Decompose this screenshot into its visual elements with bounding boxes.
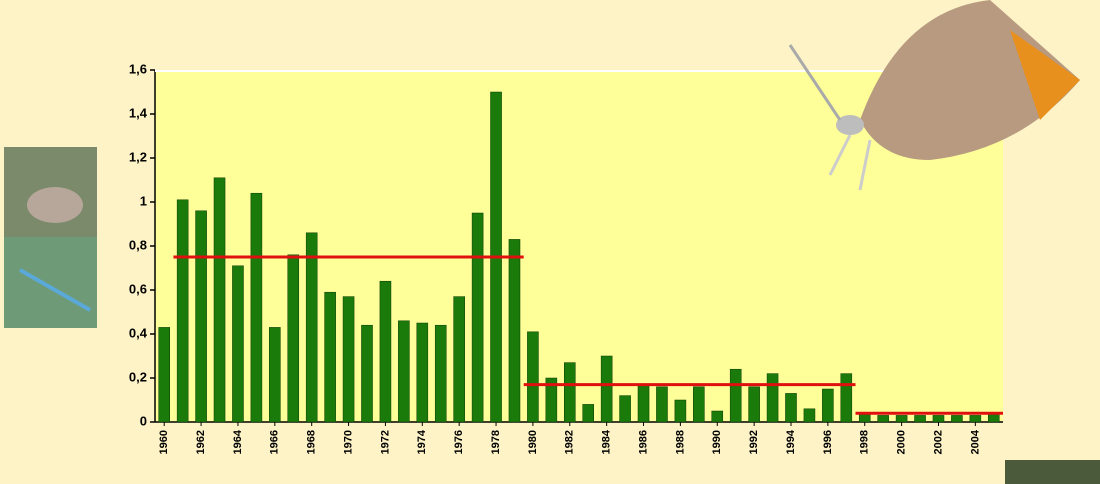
x-tick-label: 1990 [711,430,723,454]
x-tick-label: 2002 [932,430,944,454]
x-tick-label: 1972 [379,430,391,454]
x-tick-label: 1968 [306,430,318,454]
x-tick-label: 1960 [158,430,170,454]
bar [288,255,299,422]
bar [527,332,538,422]
y-tick-label: 0,8 [129,237,147,252]
y-tick-label: 1,6 [129,61,147,76]
photo-damselfly [4,237,97,328]
bar [656,387,667,422]
bar [970,415,981,422]
bar [730,369,741,422]
page: 0 0,2 0,4 0,6 0,8 1 1,2 1,4 1,6 1960 1962 1964 1966 1… [0,0,1100,484]
bar [361,325,372,422]
bar [749,387,760,422]
chart: 0 0,2 0,4 0,6 0,8 1 1,2 1,4 1,6 1960 1962 1964 1966 1… [0,0,1100,484]
bar [159,327,170,422]
x-tick-label: 1996 [822,430,834,454]
bar [472,213,483,422]
bar [325,292,336,422]
bar [712,411,723,422]
bar [638,385,649,422]
photo-wing [27,187,83,223]
bar [196,211,207,422]
x-tick-label: 1970 [342,430,354,454]
y-tick-label: 0,2 [129,369,147,384]
x-tick-label: 1966 [269,430,281,454]
bar [398,321,409,422]
bar [878,415,889,422]
x-tick-label: 1980 [527,430,539,454]
x-tick-label: 1962 [195,430,207,454]
y-tick-label: 1,4 [129,105,148,120]
x-tick-label: 1994 [785,429,797,454]
x-tick-label: 1974 [416,429,428,454]
bar [915,415,926,422]
bar [804,409,815,422]
y-tick-label: 1,2 [129,149,147,164]
x-tick-label: 2004 [969,429,981,454]
bar [177,200,188,422]
bar [675,400,686,422]
x-tick-label: 1992 [748,430,760,454]
bar [343,297,354,422]
bar [269,327,280,422]
bar [306,233,317,422]
bar [896,415,907,422]
bar [564,363,575,422]
bar [841,374,852,422]
y-tick-label: 1 [140,193,147,208]
y-tick-label: 0 [140,413,147,428]
bar [435,325,446,422]
bar [693,387,704,422]
bar [620,396,631,422]
bar [785,393,796,422]
x-tick-label: 1988 [674,430,686,454]
bar [933,415,944,422]
bar [251,193,262,422]
x-tick-label: 2000 [896,430,908,454]
y-tick-label: 0,6 [129,281,147,296]
bar [232,266,243,422]
x-tick-label: 1978 [490,430,502,454]
x-tick-label: 1998 [859,430,871,454]
bar [583,404,594,422]
x-tick-label: 1976 [453,430,465,454]
bar [214,178,225,422]
x-tick-label: 1986 [637,430,649,454]
bar [951,415,962,422]
bar [509,239,520,422]
bar [601,356,612,422]
bar [767,374,778,422]
photo-corner [1005,460,1100,484]
bar [822,389,833,422]
bar [454,297,465,422]
bar [417,323,428,422]
x-tick-label: 1964 [232,429,244,454]
x-tick-label: 1984 [601,429,613,454]
y-tick-label: 0,4 [129,325,148,340]
bar [380,281,391,422]
x-tick-label: 1982 [564,430,576,454]
